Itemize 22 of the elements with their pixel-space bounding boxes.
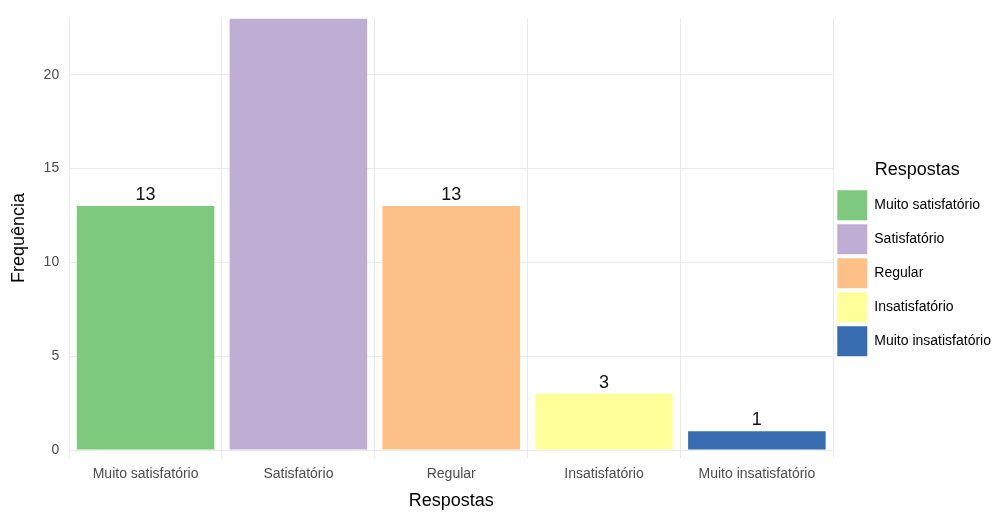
x-tick-label: Muito satisfatório xyxy=(92,464,199,481)
legend-label: Insatisfatório xyxy=(874,298,954,315)
data-label: 13 xyxy=(441,184,462,205)
legend-label: Regular xyxy=(874,264,924,281)
data-label: 13 xyxy=(135,184,156,205)
y-tick-label: 5 xyxy=(51,347,60,364)
y-tick-label: 10 xyxy=(43,253,60,270)
data-label: 1 xyxy=(751,409,762,430)
y-axis-title: Frequência xyxy=(7,191,28,284)
legend-label: Muito insatisfatório xyxy=(874,332,992,349)
y-tick-label: 15 xyxy=(43,159,60,176)
y-tick-label: 0 xyxy=(51,440,60,457)
legend-title: Respostas xyxy=(874,158,960,179)
x-tick-label: Regular xyxy=(426,464,477,481)
x-tick-label: Satisfatório xyxy=(263,464,334,481)
x-tick-label: Insatisfatório xyxy=(564,464,644,481)
data-label: 3 xyxy=(599,371,610,392)
x-axis-title: Respostas xyxy=(408,490,494,511)
x-tick-label: Muito insatisfatório xyxy=(698,464,816,481)
legend-label: Muito satisfatório xyxy=(874,196,981,213)
y-tick-label: 20 xyxy=(43,65,60,82)
legend-label: Satisfatório xyxy=(874,230,945,247)
